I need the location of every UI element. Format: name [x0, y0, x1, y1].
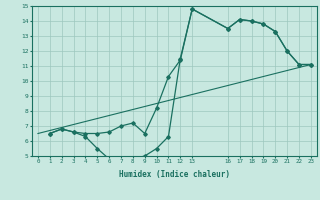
X-axis label: Humidex (Indice chaleur): Humidex (Indice chaleur) [119, 170, 230, 179]
